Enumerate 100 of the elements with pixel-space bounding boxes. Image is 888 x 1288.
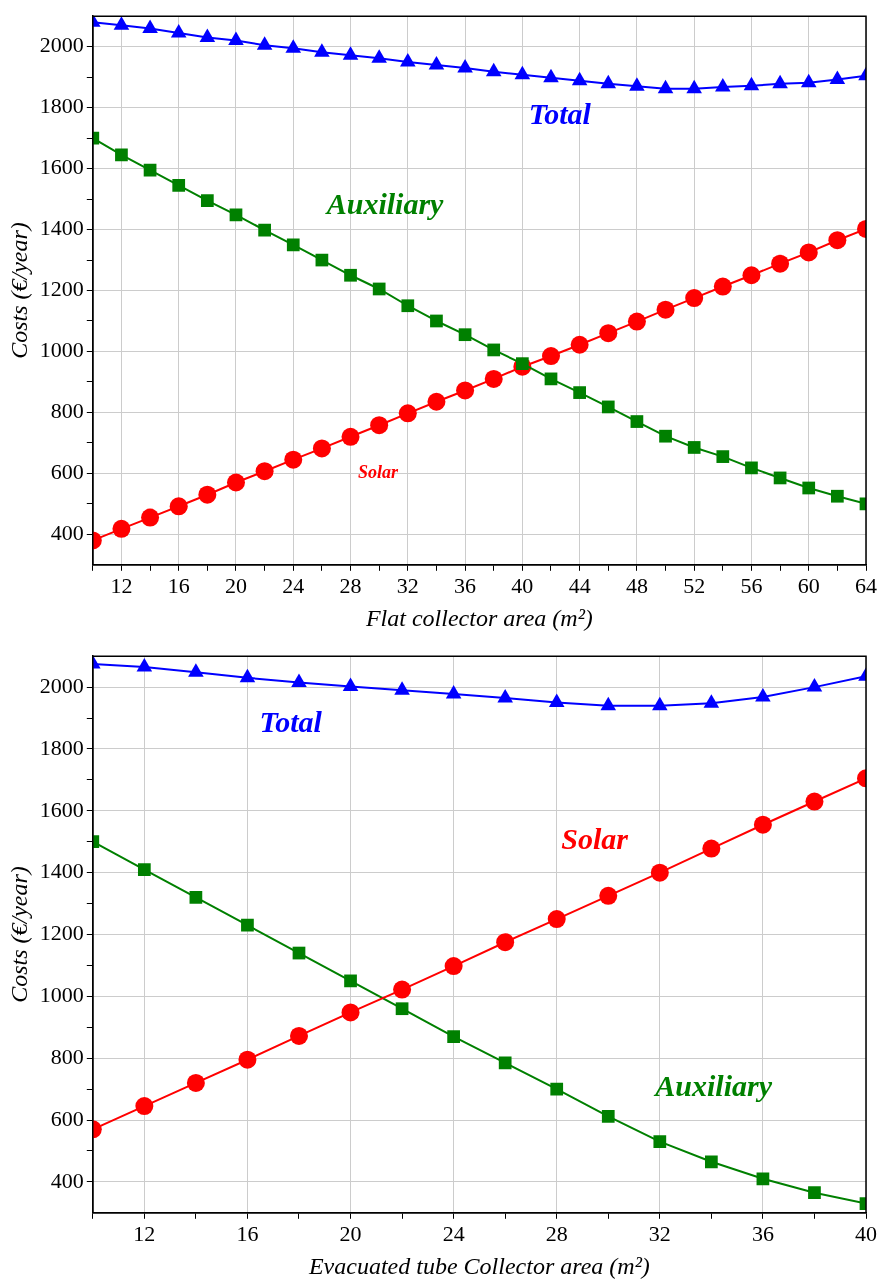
- point: [228, 31, 244, 46]
- point: [656, 300, 675, 319]
- point: [716, 450, 730, 463]
- point: [571, 71, 588, 86]
- x-tick-label: 24: [282, 572, 305, 598]
- series-label: Total: [259, 704, 323, 738]
- point: [498, 1056, 512, 1070]
- point: [573, 386, 586, 399]
- point: [238, 1050, 257, 1069]
- point: [188, 663, 204, 677]
- y-axis-title: Costs (€/year): [5, 866, 32, 1003]
- x-tick-label: 36: [751, 1220, 774, 1246]
- x-tick-label: 36: [454, 572, 477, 598]
- point: [543, 68, 559, 83]
- point: [630, 415, 644, 428]
- point: [497, 688, 513, 703]
- point: [771, 254, 790, 273]
- point: [113, 16, 130, 30]
- series-label: Auxiliary: [324, 187, 445, 221]
- x-tick-label: 24: [442, 1220, 465, 1246]
- x-tick-label: 12: [110, 572, 133, 598]
- point: [141, 508, 160, 527]
- point: [400, 52, 416, 67]
- point: [548, 693, 565, 708]
- point: [427, 392, 446, 411]
- series-label: Solar: [358, 461, 400, 482]
- point: [743, 76, 760, 91]
- y-tick-label: 1000: [39, 982, 84, 1008]
- x-tick-label: 64: [855, 572, 877, 598]
- y-tick-label: 1600: [39, 796, 84, 822]
- point: [344, 268, 357, 282]
- point: [745, 461, 758, 475]
- point: [137, 863, 151, 876]
- point: [829, 70, 846, 85]
- point: [657, 79, 674, 94]
- point: [808, 1186, 821, 1200]
- y-tick-label: 1400: [39, 858, 84, 884]
- point: [659, 429, 672, 443]
- point: [652, 696, 668, 711]
- y-tick-label: 800: [50, 398, 84, 424]
- series-label: Total: [528, 97, 592, 131]
- point: [599, 324, 618, 343]
- point: [650, 863, 669, 882]
- point: [342, 46, 359, 60]
- point: [705, 1155, 718, 1169]
- y-tick-label: 1200: [39, 276, 84, 302]
- point: [799, 243, 818, 262]
- y-tick-label: 800: [50, 1043, 84, 1069]
- y-tick-label: 400: [50, 1167, 84, 1193]
- point: [600, 696, 617, 711]
- x-tick-label: 32: [396, 572, 419, 598]
- point: [687, 441, 701, 454]
- point: [487, 343, 501, 357]
- point: [802, 481, 816, 495]
- point: [457, 59, 473, 73]
- x-axis-title: Evacuated tube Collector area (m²): [307, 1252, 650, 1279]
- point: [541, 347, 560, 366]
- y-tick-label: 2000: [39, 32, 84, 58]
- point: [805, 792, 824, 811]
- point: [653, 1135, 667, 1149]
- x-tick-label: 56: [740, 572, 763, 598]
- y-tick-label: 1800: [39, 734, 84, 760]
- point: [514, 65, 531, 80]
- point: [189, 891, 203, 904]
- x-tick-label: 16: [167, 572, 190, 598]
- point: [186, 1073, 205, 1092]
- y-tick-label: 1600: [39, 154, 84, 180]
- point: [550, 1082, 564, 1096]
- x-tick-label: 60: [797, 572, 820, 598]
- point: [753, 815, 772, 834]
- x-axis-title: Flat collector area (m²): [364, 604, 593, 631]
- point: [115, 148, 128, 162]
- point: [444, 957, 463, 976]
- x-tick-label: 20: [224, 572, 247, 598]
- y-axis-title: Costs (€/year): [5, 222, 32, 359]
- x-tick-label: 40: [855, 1220, 877, 1246]
- series-label: Solar: [561, 822, 629, 856]
- point: [445, 684, 462, 699]
- point: [135, 1097, 154, 1116]
- point: [112, 519, 131, 538]
- point: [800, 73, 817, 88]
- point: [241, 918, 254, 932]
- x-tick-label: 28: [545, 1220, 568, 1246]
- point: [601, 1109, 615, 1123]
- point: [755, 688, 771, 702]
- point: [702, 839, 721, 858]
- point: [742, 266, 761, 285]
- point: [627, 312, 646, 331]
- point: [314, 43, 330, 57]
- point: [756, 1172, 770, 1186]
- point: [285, 39, 302, 53]
- point: [226, 473, 245, 492]
- point: [601, 400, 615, 414]
- point: [600, 74, 617, 89]
- point: [715, 77, 731, 92]
- point: [828, 231, 847, 250]
- point: [312, 439, 331, 458]
- point: [599, 886, 618, 905]
- point: [398, 404, 417, 423]
- point: [485, 62, 502, 77]
